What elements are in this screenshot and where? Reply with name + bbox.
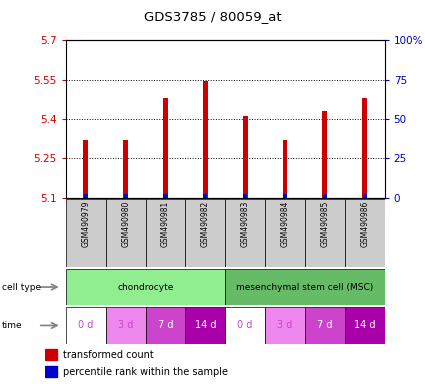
Bar [243,116,247,198]
Text: GSM490980: GSM490980 [121,200,130,247]
Text: 3 d: 3 d [278,320,293,331]
Bar [362,98,367,198]
Text: mesenchymal stem cell (MSC): mesenchymal stem cell (MSC) [236,283,374,291]
Text: transformed count: transformed count [63,349,154,359]
Text: percentile rank within the sample: percentile rank within the sample [63,367,228,377]
Text: GSM490982: GSM490982 [201,200,210,247]
Text: 7 d: 7 d [158,320,173,331]
Bar [145,307,185,344]
Bar [83,140,88,198]
Bar [203,81,208,198]
Bar [203,194,207,198]
Text: GSM490979: GSM490979 [81,200,90,247]
Text: GSM490981: GSM490981 [161,200,170,247]
Bar [124,194,128,198]
Text: GSM490985: GSM490985 [320,200,329,247]
Bar [283,194,287,198]
Bar [185,199,225,267]
Text: 14 d: 14 d [195,320,216,331]
Text: chondrocyte: chondrocyte [117,283,174,291]
Bar [163,98,168,198]
Text: 0 d: 0 d [238,320,253,331]
Bar [123,140,128,198]
Bar [164,194,167,198]
Bar [106,199,145,267]
Text: 7 d: 7 d [317,320,333,331]
Bar [265,199,305,267]
Bar [363,194,367,198]
Bar [323,194,327,198]
Bar [225,307,265,344]
Bar [66,307,106,344]
Text: 14 d: 14 d [354,320,375,331]
Text: GSM490983: GSM490983 [241,200,249,247]
Text: 3 d: 3 d [118,320,133,331]
Bar [66,269,225,305]
Bar [84,194,88,198]
Bar [305,307,345,344]
Text: 0 d: 0 d [78,320,94,331]
Text: time: time [2,321,23,330]
Bar [243,194,247,198]
Bar [225,199,265,267]
Bar [323,111,327,198]
Text: GSM490984: GSM490984 [280,200,289,247]
Bar [305,199,345,267]
Bar [185,307,225,344]
Text: cell type: cell type [2,283,41,291]
Bar [106,307,145,344]
Bar [225,269,385,305]
Bar [265,307,305,344]
Text: GSM490986: GSM490986 [360,200,369,247]
Bar [45,349,57,360]
Bar [283,140,287,198]
Bar [66,199,106,267]
Bar [45,366,57,377]
Bar [345,307,385,344]
Text: GDS3785 / 80059_at: GDS3785 / 80059_at [144,10,281,23]
Bar [345,199,385,267]
Bar [145,199,185,267]
